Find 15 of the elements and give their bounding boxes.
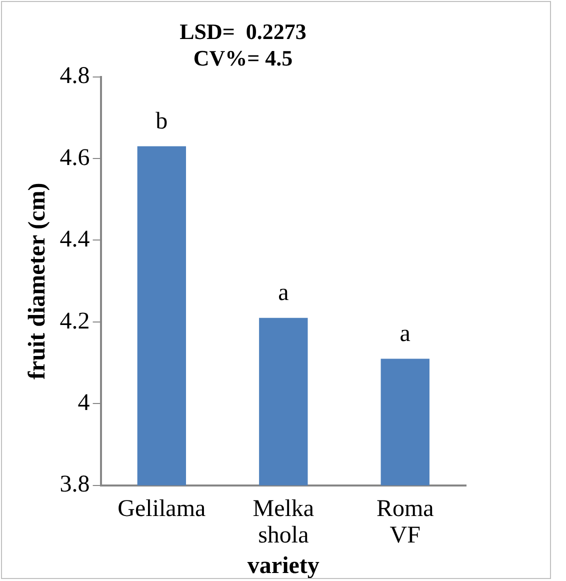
y-tick-label: 4.2	[60, 308, 90, 334]
x-axis-title: variety	[247, 552, 320, 579]
y-tick-label: 4.4	[60, 226, 90, 253]
y-tick-label: 4.6	[60, 144, 90, 171]
y-axis-title: fruit diameter (cm)	[24, 182, 51, 380]
chart-subtitle: CV%= 4.5	[193, 45, 293, 70]
annotation: a	[400, 321, 411, 348]
y-tick-label: 3.8	[60, 472, 90, 498]
y-tick-label: 4.8	[60, 63, 90, 90]
annotation: a	[278, 280, 290, 306]
x-tick-label: Roma VF	[376, 496, 434, 548]
annotation: b	[156, 108, 168, 135]
chart-title: LSD= 0.2273	[180, 18, 306, 44]
y-tick-label: 4	[78, 390, 90, 416]
x-tick-label: Gelilama	[118, 496, 206, 522]
